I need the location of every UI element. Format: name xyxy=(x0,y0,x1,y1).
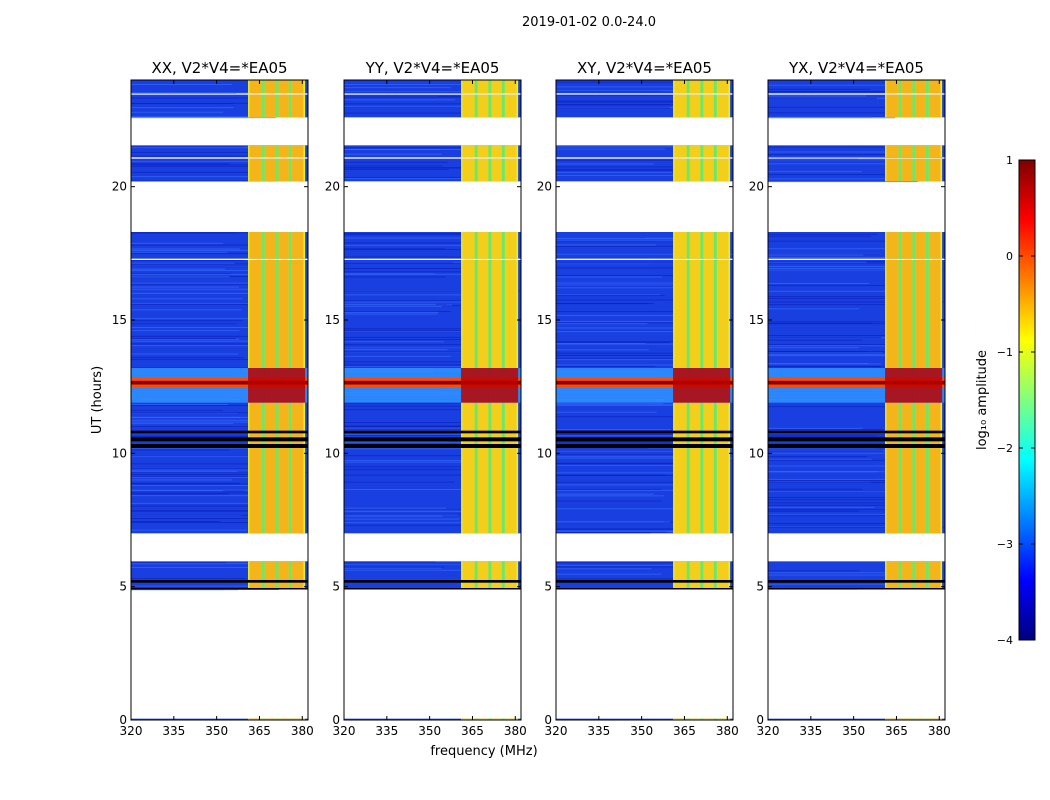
x-tick-label: 365 xyxy=(248,724,271,738)
x-tick-label: 380 xyxy=(716,724,739,738)
x-tick-label: 320 xyxy=(545,724,568,738)
colorbar-tick-label: −2 xyxy=(997,442,1013,455)
y-axis-label: UT (hours) xyxy=(90,366,105,434)
panel-frame xyxy=(130,79,309,721)
y-tick-label: 15 xyxy=(112,313,127,327)
panel-2: YY, V2*V4=*EA05 320 335 350 365 380 0 5 10 15 20 xyxy=(325,59,527,738)
panel-heatmap xyxy=(131,80,308,720)
data-segment xyxy=(344,718,521,720)
panel-title: YY, V2*V4=*EA05 xyxy=(365,59,500,77)
y-tick-label: 20 xyxy=(537,180,552,194)
panel-title: XY, V2*V4=*EA05 xyxy=(577,59,712,77)
colorbar-tick-label: 0 xyxy=(1006,250,1013,263)
x-tick-label: 380 xyxy=(928,724,951,738)
x-tick-label: 335 xyxy=(799,724,822,738)
y-tick-label: 0 xyxy=(332,713,340,727)
colorbar-tick-label: −4 xyxy=(997,634,1013,647)
colorbar-ticks: 1 0 −1 −2 −3 −4 xyxy=(997,154,1035,647)
colorbar-tick-label: 1 xyxy=(1006,154,1013,167)
panel-3: XY, V2*V4=*EA05 320 335 350 365 380 0 5 10 15 20 xyxy=(537,59,739,738)
panel-title: YX, V2*V4=*EA05 xyxy=(788,59,924,77)
panel-4: YX, V2*V4=*EA05 320 335 350 365 380 0 5 10 15 20 xyxy=(749,59,951,738)
colorbar-label: log₁₀ amplitude xyxy=(975,350,990,450)
y-tick-label: 5 xyxy=(119,580,127,594)
x-tick-label: 380 xyxy=(504,724,527,738)
data-segment xyxy=(768,718,945,720)
figure-suptitle: 2019-01-02 0.0-24.0 xyxy=(522,15,656,30)
y-tick-label: 15 xyxy=(325,313,340,327)
y-tick-label: 5 xyxy=(756,580,764,594)
panel-heatmap xyxy=(768,80,945,720)
y-tick-label: 20 xyxy=(325,180,340,194)
colorbar-tick-label: −3 xyxy=(997,538,1013,551)
y-tick-label: 0 xyxy=(119,713,127,727)
y-tick-label: 20 xyxy=(749,180,764,194)
x-tick-label: 365 xyxy=(673,724,696,738)
x-tick-label: 320 xyxy=(120,724,143,738)
x-axis-label: frequency (MHz) xyxy=(430,744,537,759)
colorbar-tick-label: −1 xyxy=(997,346,1013,359)
colorbar xyxy=(1018,159,1036,641)
x-tick-label: 335 xyxy=(162,724,185,738)
y-tick-label: 5 xyxy=(544,580,552,594)
x-tick-label: 350 xyxy=(418,724,441,738)
y-tick-label: 10 xyxy=(112,446,127,460)
x-tick-label: 335 xyxy=(587,724,610,738)
panel-title: XX, V2*V4=*EA05 xyxy=(151,59,287,77)
x-tick-label: 380 xyxy=(291,724,314,738)
y-tick-label: 10 xyxy=(325,446,340,460)
data-segment xyxy=(556,718,733,720)
x-tick-label: 350 xyxy=(205,724,228,738)
y-tick-label: 5 xyxy=(332,580,340,594)
x-tick-label: 320 xyxy=(757,724,780,738)
x-tick-label: 365 xyxy=(885,724,908,738)
y-tick-label: 0 xyxy=(756,713,764,727)
data-segment xyxy=(131,718,308,720)
x-tick-label: 350 xyxy=(630,724,653,738)
y-tick-label: 10 xyxy=(537,446,552,460)
x-tick-label: 335 xyxy=(375,724,398,738)
y-tick-label: 15 xyxy=(749,313,764,327)
panel-heatmap xyxy=(556,80,733,720)
y-tick-label: 15 xyxy=(537,313,552,327)
y-tick-label: 10 xyxy=(749,446,764,460)
y-tick-label: 0 xyxy=(544,713,552,727)
panel-1: XX, V2*V4=*EA05 320 335 350 365 380 0 5 10 15 20 xyxy=(112,59,314,738)
panel-frame xyxy=(343,79,522,721)
x-tick-label: 320 xyxy=(333,724,356,738)
x-tick-label: 365 xyxy=(461,724,484,738)
panel-heatmap xyxy=(344,80,521,720)
panel-frame xyxy=(555,79,734,721)
x-tick-label: 350 xyxy=(842,724,865,738)
panel-frame xyxy=(767,79,946,721)
y-tick-label: 20 xyxy=(112,180,127,194)
